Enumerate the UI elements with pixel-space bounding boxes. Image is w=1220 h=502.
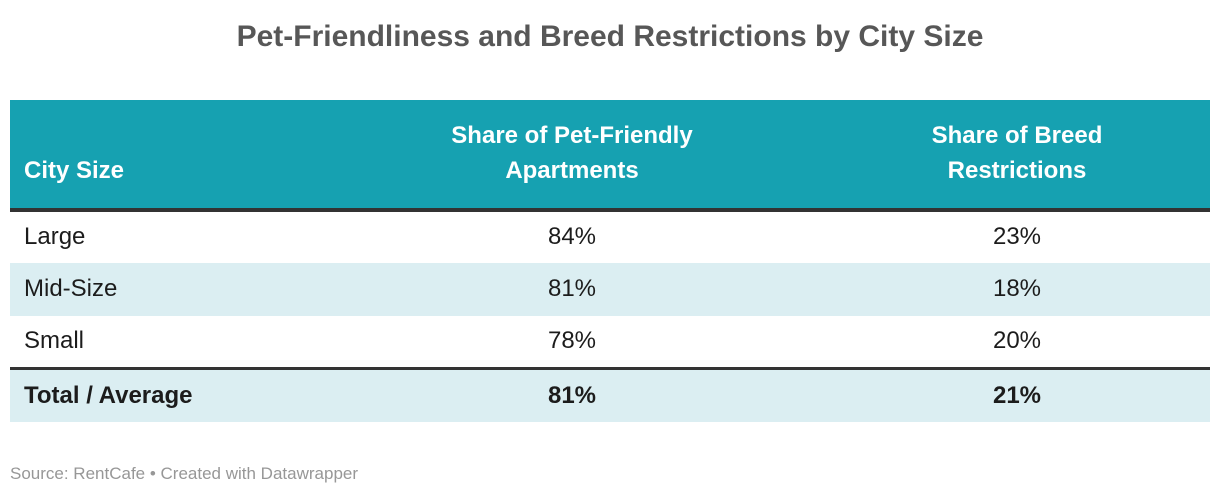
table-cell-pet-friendly: 81% bbox=[320, 367, 824, 422]
source-note: Source: RentCafe • Created with Datawrap… bbox=[10, 463, 359, 483]
column-header-pet-friendly: Share of Pet-Friendly Apartments bbox=[320, 99, 824, 212]
table-row-total-average: Total / Average 81% 21% bbox=[10, 367, 1210, 422]
header-row: City Size Share of Pet-Friendly Apartmen… bbox=[10, 99, 1210, 212]
table-cell-breed-restrictions: 18% bbox=[824, 262, 1210, 316]
table-row-mid-size: Mid-Size 81% 18% bbox=[10, 262, 1210, 316]
table-cell-breed-restrictions: 23% bbox=[992, 223, 1042, 250]
column-header-label: Share of Breed Restrictions bbox=[931, 121, 1103, 184]
table-row-large: Large 84% 23% bbox=[10, 210, 1210, 263]
table-cell-city: Mid-Size bbox=[10, 262, 320, 316]
data-table: City Size Share of Pet-Friendly Apartmen… bbox=[10, 99, 1210, 422]
table-cell-pet-friendly: 78% bbox=[547, 327, 597, 355]
table-cell-breed-restrictions: 21% bbox=[824, 367, 1210, 422]
column-header-label: Share of Pet-Friendly Apartments bbox=[451, 121, 693, 184]
table-cell-city: Small bbox=[24, 327, 85, 355]
column-header-city-size: City Size bbox=[10, 99, 320, 212]
table-cell-pet-friendly: 84% bbox=[547, 223, 597, 250]
table-row-small: Small 78% 20% bbox=[10, 316, 1210, 369]
column-header-label: City Size bbox=[24, 156, 125, 184]
table-cell-city: Large bbox=[24, 223, 86, 250]
table-cell-city: Total / Average bbox=[10, 367, 320, 422]
column-header-breed-restrictions: Share of Breed Restrictions bbox=[824, 99, 1210, 212]
chart-title: Pet-Friendliness and Breed Restrictions … bbox=[236, 20, 984, 53]
table-cell-pet-friendly: 81% bbox=[320, 262, 824, 316]
table-cell-breed-restrictions: 20% bbox=[992, 327, 1042, 355]
